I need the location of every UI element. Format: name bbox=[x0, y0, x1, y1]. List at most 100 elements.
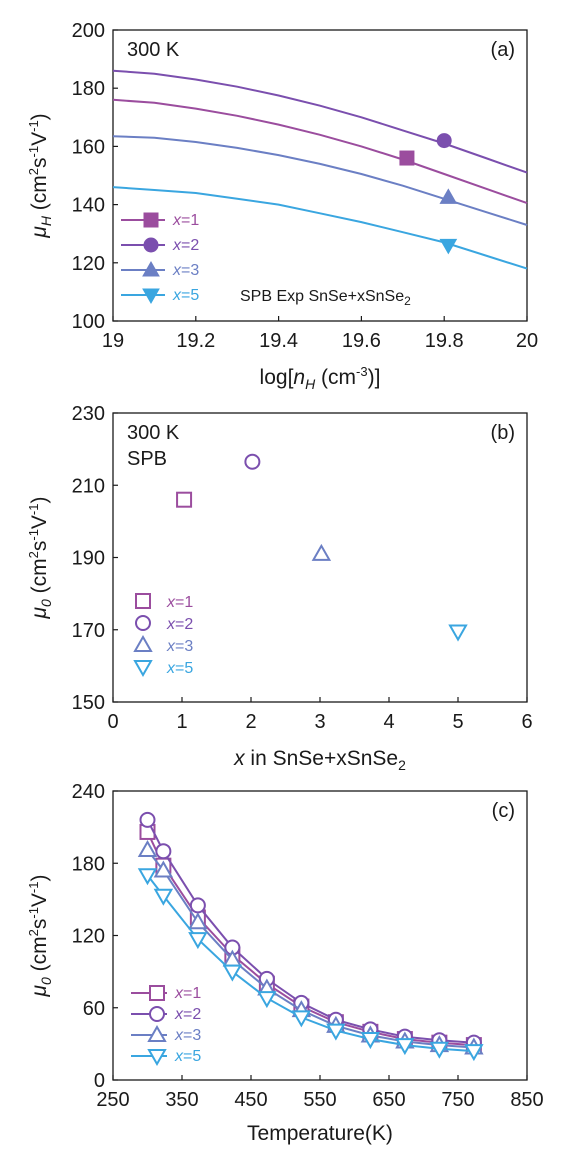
legend-marker bbox=[135, 593, 151, 609]
y-axis-label-sup: -1 bbox=[26, 881, 41, 893]
x-axis-label: log[nH (cm-3)] bbox=[260, 364, 381, 392]
y-axis-label-sup: 2 bbox=[26, 929, 41, 936]
legend-entry-value: =5 bbox=[175, 660, 193, 677]
data-point-3 bbox=[188, 932, 208, 950]
legend-marker bbox=[133, 634, 153, 652]
legend-entry-value: =1 bbox=[183, 985, 201, 1002]
annotation-0: 300 K bbox=[127, 422, 180, 444]
y-tick-label: 100 bbox=[72, 311, 105, 333]
legend-x-var: x bbox=[172, 287, 182, 304]
legend-entry-label: x=3 bbox=[172, 262, 199, 279]
y-axis-label-sup: 2 bbox=[26, 551, 41, 558]
legend-entry-label: x=5 bbox=[172, 287, 199, 304]
x-axis-label-sub: 2 bbox=[398, 757, 406, 773]
y-axis-label-sup: -1 bbox=[26, 907, 41, 919]
x-tick-label: 4 bbox=[383, 711, 394, 733]
plot-frame bbox=[112, 29, 528, 322]
y-axis-label-var: μ bbox=[28, 226, 51, 239]
y-axis-label-sup: -1 bbox=[26, 146, 41, 158]
y-axis-label-units: s bbox=[28, 541, 51, 552]
x-axis-label-var: n bbox=[293, 366, 305, 389]
legend-entry-value: =5 bbox=[181, 287, 199, 304]
y-axis-label-units: (cm bbox=[28, 175, 51, 216]
data-point-1 bbox=[436, 133, 452, 149]
x-tick-label: 19.4 bbox=[259, 330, 298, 352]
y-tick-label: 240 bbox=[72, 781, 105, 803]
y-tick-label: 230 bbox=[72, 403, 105, 425]
legend-marker bbox=[149, 1006, 165, 1022]
legend-marker bbox=[143, 237, 159, 253]
legend-entry-label: x=5 bbox=[166, 660, 193, 677]
y-tick-label: 140 bbox=[72, 195, 105, 217]
legend-x-var: x bbox=[166, 638, 176, 655]
data-point-1 bbox=[244, 453, 261, 470]
legend-entry-value: =2 bbox=[181, 237, 199, 254]
legend-marker bbox=[133, 660, 153, 678]
legend-x-var: x bbox=[172, 237, 182, 254]
y-axis-label-sup: -1 bbox=[26, 503, 41, 515]
y-axis-label-units: ) bbox=[28, 113, 51, 120]
y-axis-label: μ0 (cm2s-1V-1) bbox=[26, 496, 54, 619]
legend-entry-label: x=1 bbox=[174, 985, 201, 1002]
data-point-3 bbox=[395, 1038, 415, 1056]
y-axis-label-sub: H bbox=[38, 215, 54, 226]
y-axis-label-var: μ bbox=[28, 985, 51, 998]
y-tick-label: 120 bbox=[72, 926, 105, 948]
x-tick-label: 450 bbox=[234, 1089, 267, 1111]
legend-entry-value: =1 bbox=[175, 594, 193, 611]
x-tick-label: 250 bbox=[96, 1089, 129, 1111]
data-point-2 bbox=[311, 543, 332, 561]
legend-x-var: x bbox=[174, 1006, 184, 1023]
legend-x-var: x bbox=[172, 262, 182, 279]
data-point-2 bbox=[188, 912, 208, 930]
y-tick-label: 0 bbox=[94, 1070, 105, 1092]
y-axis-label-units: s bbox=[28, 919, 51, 930]
legend-marker bbox=[142, 288, 160, 305]
legend-marker bbox=[143, 212, 159, 228]
y-tick-label: 120 bbox=[72, 253, 105, 275]
y-axis-label: μ0 (cm2s-1V-1) bbox=[26, 874, 54, 997]
x-axis-label-var: x bbox=[233, 747, 246, 770]
y-tick-label: 200 bbox=[72, 20, 105, 42]
x-tick-label: 750 bbox=[441, 1089, 474, 1111]
x-tick-label: 350 bbox=[165, 1089, 198, 1111]
legend-x-var: x bbox=[166, 616, 176, 633]
series-line-1 bbox=[112, 69, 528, 174]
x-tick-label: 19 bbox=[102, 330, 124, 352]
x-tick-label: 6 bbox=[521, 711, 532, 733]
legend-entry-value: =3 bbox=[181, 262, 199, 279]
legend-x-var: x bbox=[166, 594, 176, 611]
legend-marker bbox=[149, 985, 165, 1001]
y-axis-label-units: (cm bbox=[28, 936, 51, 977]
legend-x-var: x bbox=[166, 660, 176, 677]
x-tick-label: 1 bbox=[176, 711, 187, 733]
legend-entry-value: =2 bbox=[175, 616, 193, 633]
legend-marker bbox=[147, 1024, 167, 1042]
x-axis-label-sup: -3 bbox=[356, 364, 368, 379]
data-point-2 bbox=[137, 839, 158, 858]
y-axis-label-units: (cm bbox=[28, 558, 51, 599]
annotation-temperature: 300 K bbox=[127, 39, 180, 61]
x-axis-label: x in SnSe+xSnSe2 bbox=[233, 747, 406, 773]
data-point-2 bbox=[153, 860, 174, 878]
x-tick-label: 19.8 bbox=[425, 330, 464, 352]
x-axis-label-text: log[ bbox=[260, 366, 294, 389]
data-point-1 bbox=[155, 843, 172, 860]
legend-x-var: x bbox=[174, 985, 184, 1002]
legend-x-var: x bbox=[174, 1048, 184, 1065]
panel-label: (b) bbox=[491, 422, 515, 444]
x-tick-label: 850 bbox=[510, 1089, 543, 1111]
legend-x-var: x bbox=[172, 212, 182, 229]
legend-entry-label: x=2 bbox=[166, 616, 193, 633]
panel-a: 19 19.2 19.4 19.6 19.8 20 100 120 140 160 180 200 (a… bbox=[26, 20, 538, 392]
y-axis-label-units: ) bbox=[28, 496, 51, 503]
annotation-1: SPB bbox=[127, 448, 167, 470]
x-tick-label: 0 bbox=[107, 711, 118, 733]
y-tick-label: 150 bbox=[72, 692, 105, 714]
y-axis-label-units: V bbox=[28, 893, 51, 907]
data-point-3 bbox=[222, 964, 243, 982]
y-axis-label-sup: 2 bbox=[26, 168, 41, 175]
y-axis-label-units: V bbox=[28, 515, 51, 529]
y-tick-label: 210 bbox=[72, 475, 105, 497]
